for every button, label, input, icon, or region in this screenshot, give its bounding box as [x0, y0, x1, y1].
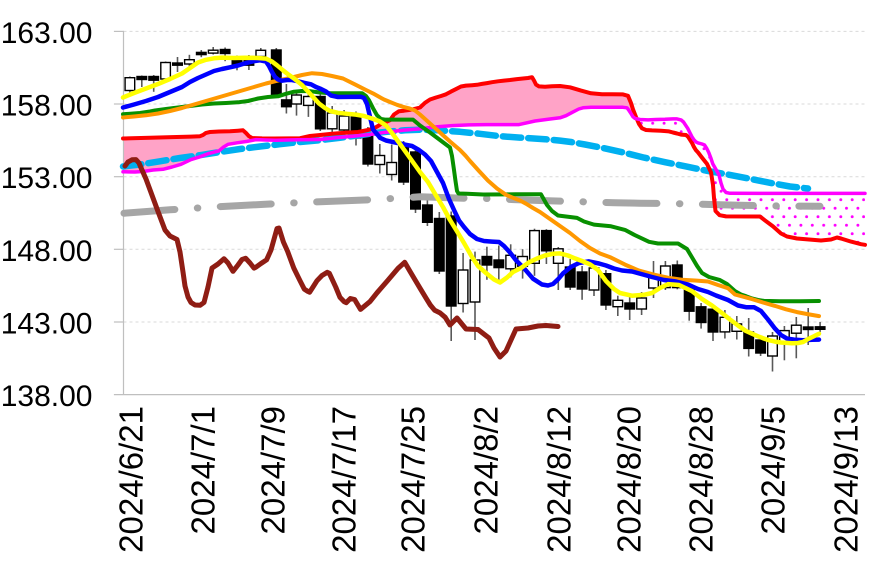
- svg-text:153.00: 153.00: [1, 162, 93, 195]
- svg-text:2024/7/1: 2024/7/1: [185, 406, 222, 534]
- svg-text:2024/9/5: 2024/9/5: [755, 406, 792, 534]
- svg-text:2024/8/28: 2024/8/28: [683, 406, 720, 553]
- svg-text:2024/6/21: 2024/6/21: [113, 406, 150, 553]
- svg-text:148.00: 148.00: [1, 235, 93, 268]
- svg-text:2024/8/2: 2024/8/2: [468, 406, 505, 534]
- svg-text:2024/7/25: 2024/7/25: [395, 406, 432, 553]
- svg-text:2024/7/9: 2024/7/9: [255, 406, 292, 534]
- svg-text:163.00: 163.00: [1, 17, 93, 50]
- svg-text:138.00: 138.00: [1, 380, 93, 413]
- svg-text:2024/9/13: 2024/9/13: [828, 406, 865, 553]
- svg-text:2024/8/12: 2024/8/12: [541, 406, 578, 553]
- svg-text:158.00: 158.00: [1, 90, 93, 123]
- svg-text:143.00: 143.00: [1, 308, 93, 341]
- svg-text:2024/7/17: 2024/7/17: [326, 406, 363, 553]
- svg-text:2024/8/20: 2024/8/20: [611, 406, 648, 553]
